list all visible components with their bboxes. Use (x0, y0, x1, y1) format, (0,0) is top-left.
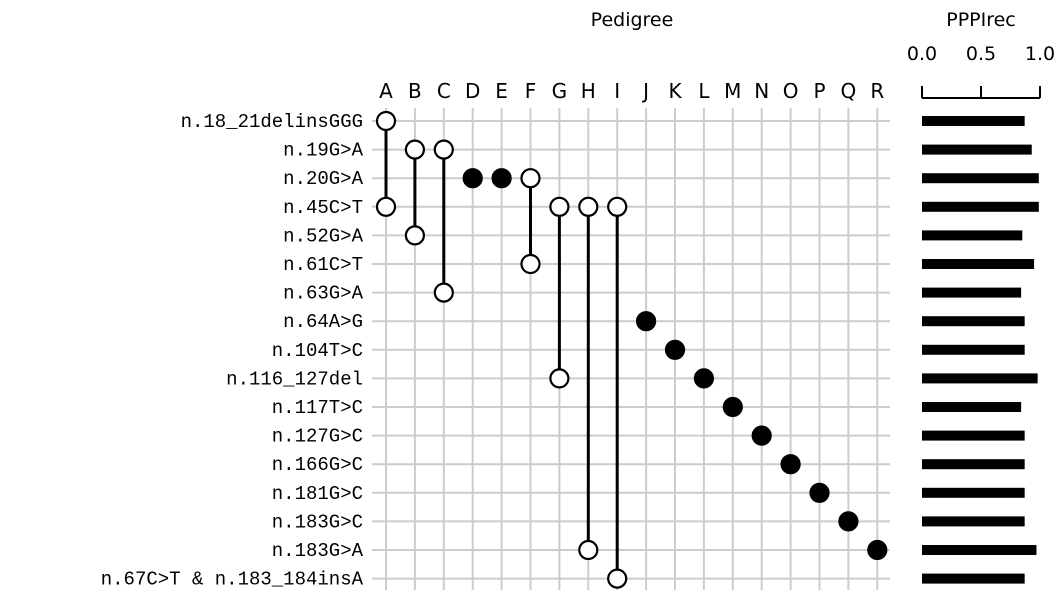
dot-c-n-63g-a (433, 282, 454, 303)
ppp-bar-n-181g-c (922, 487, 1025, 498)
dot-m-n-117t-c (722, 396, 743, 418)
column-label-h: H (581, 79, 596, 103)
variant-label-n-64a-g: n.64A>G (283, 311, 363, 333)
ppp-bar-n-183g-c (922, 516, 1025, 527)
ppp-bar-n-61c-t (922, 259, 1035, 269)
dot-b-n-52g-a (404, 225, 425, 246)
column-label-n: N (754, 79, 769, 103)
ppp-bar-n-18-21delinsggg (922, 116, 1025, 126)
pedigree-dots (375, 110, 888, 589)
column-label-l: L (698, 79, 710, 103)
column-label-f: F (525, 79, 537, 103)
ppp-bar-n-183g-a (922, 545, 1037, 555)
dot-e-n-20g-a (491, 168, 512, 189)
dot-i-n-67c-t-n-183-184insa (607, 568, 628, 589)
column-label-g: G (552, 79, 568, 103)
column-label-b: B (408, 79, 422, 103)
ppp-bar-n-45c-t (922, 201, 1039, 212)
dot-b-n-19g-a (404, 139, 425, 160)
dot-h-n-183g-a (578, 539, 599, 561)
ppp-bar-n-127g-c (922, 430, 1025, 441)
column-label-p: P (813, 79, 825, 103)
dot-c-n-19g-a (433, 139, 454, 160)
variant-label-n-127g-c: n.127G>C (272, 426, 363, 448)
variant-label-n-183g-c: n.183G>C (272, 511, 363, 533)
dot-j-n-64a-g (635, 311, 657, 332)
ppp-title: PPPIrec (946, 9, 1016, 31)
dot-n-n-127g-c (751, 425, 772, 446)
dot-q-n-183g-c (838, 511, 859, 532)
ppp-tick-label-0-5: 0.5 (966, 43, 996, 65)
dot-i-n-45c-t (607, 196, 628, 217)
dot-a-n-18-21delinsggg (375, 110, 397, 132)
grid (372, 108, 890, 590)
variant-label-n-117t-c: n.117T>C (272, 397, 363, 419)
ppp-bar-n-19g-a (922, 144, 1032, 155)
variant-label-n-20g-a: n.20G>A (283, 168, 363, 190)
ppp-bar-n-63g-a (922, 287, 1022, 298)
dot-p-n-181g-c (809, 482, 830, 503)
ppp-bar-n-20g-a (922, 173, 1039, 184)
dot-f-n-20g-a (520, 168, 541, 189)
ppp-bar-n-117t-c (922, 402, 1022, 412)
variant-label-n-19g-a: n.19G>A (283, 140, 363, 162)
column-label-e: E (495, 79, 508, 103)
ppp-bars (922, 116, 1039, 584)
variant-label-n-63g-a: n.63G>A (283, 283, 363, 305)
ppp-tick-label-1-0: 1.0 (1025, 43, 1055, 65)
dot-g-n-116-127del (549, 368, 570, 389)
variant-label-n-45c-t: n.45C>T (283, 197, 363, 219)
column-label-m: M (724, 79, 741, 103)
variant-label-n-116-127del: n.116_127del (226, 368, 363, 390)
dot-r-n-183g-a (867, 539, 888, 561)
column-label-a: A (379, 79, 393, 103)
ppp-bar-n-104t-c (922, 344, 1025, 355)
column-label-r: R (870, 79, 884, 103)
column-label-j: J (641, 79, 649, 103)
variant-label-n-104t-c: n.104T>C (272, 340, 363, 362)
ppp-bar-n-116-127del (922, 373, 1038, 384)
variant-label-n-67c-t-n-183-184insa: n.67C>T & n.183_184insA (101, 569, 364, 591)
dot-d-n-20g-a (462, 168, 483, 189)
ppp-bar-n-64a-g (922, 316, 1025, 327)
pedigree-title: Pedigree (591, 9, 674, 31)
variant-label-n-61c-t: n.61C>T (283, 254, 363, 276)
column-label-d: D (465, 79, 480, 103)
column-label-q: Q (841, 79, 857, 103)
dot-h-n-45c-t (578, 196, 599, 217)
ppp-axis: 0.0 0.5 1.0 (907, 43, 1055, 99)
variant-label-n-52g-a: n.52G>A (283, 225, 363, 247)
dot-f-n-61c-t (520, 253, 541, 275)
ppp-bar-n-67c-t-n-183-184insa (922, 573, 1025, 584)
pedigree-links (384, 121, 619, 579)
dot-k-n-104t-c (664, 339, 686, 360)
column-label-i: I (614, 79, 620, 103)
ppp-tick-label-0-0: 0.0 (907, 43, 937, 65)
ppp-bar-n-52g-a (922, 230, 1023, 241)
variant-label-n-18-21delinsggg: n.18_21delinsGGG (181, 111, 363, 133)
variant-label-n-181g-c: n.181G>C (272, 483, 363, 505)
dot-g-n-45c-t (549, 196, 570, 217)
column-label-c: C (437, 79, 451, 103)
ppp-bar-n-166g-c (922, 459, 1025, 470)
dot-a-n-45c-t (375, 196, 397, 217)
dot-o-n-166g-c (780, 454, 801, 475)
column-label-o: O (783, 79, 799, 103)
variant-row-labels: n.18_21delinsGGG n.19G>A n.20G>A n.45C>T n.5… (101, 111, 364, 591)
variant-label-n-166g-c: n.166G>C (272, 454, 363, 476)
dot-l-n-116-127del (693, 368, 715, 389)
variant-label-n-183g-a: n.183G>A (272, 540, 364, 562)
column-label-k: K (668, 79, 682, 103)
